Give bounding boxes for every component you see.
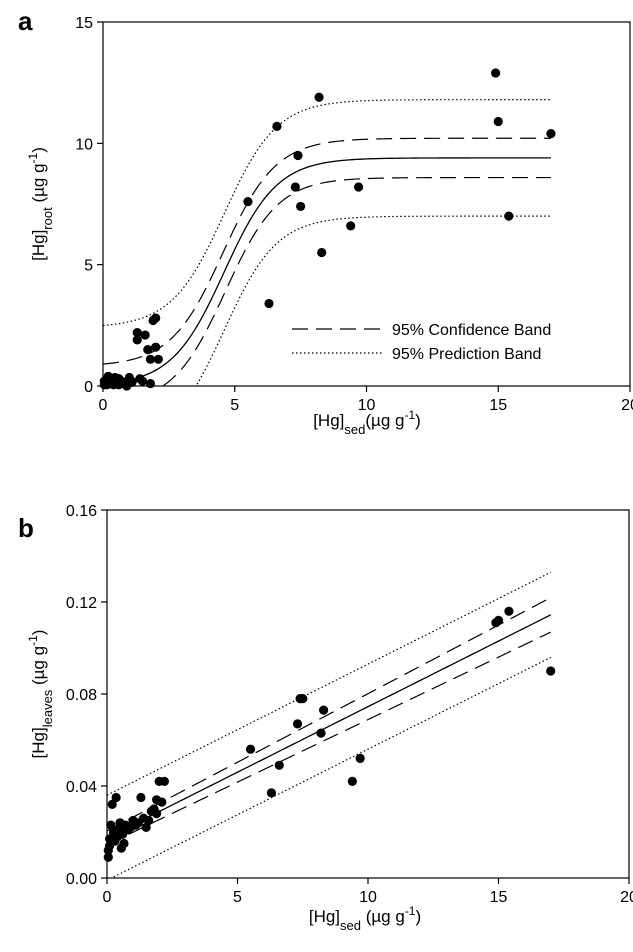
b-data-point (157, 797, 167, 807)
a-data-point (346, 221, 356, 231)
a-data-point (137, 376, 148, 386)
b-xtick-label: 10 (359, 889, 377, 906)
b-ytick-label: 0.16 (66, 503, 97, 520)
a-data-point (151, 313, 161, 323)
panel-b-label: b (18, 513, 34, 543)
b-data-point (159, 776, 170, 787)
b-data-point (546, 666, 556, 676)
panel-b-curves (106, 571, 551, 878)
b-xtick-label: 15 (490, 889, 508, 906)
a-data-point (145, 378, 156, 389)
panel-b-yticks: 0.00 0.04 0.08 0.12 0.16 (66, 503, 107, 888)
legend-confidence-label: 95% Confidence Band (392, 322, 551, 339)
b-xtick-label: 0 (103, 889, 112, 906)
b-prediction-upper (106, 571, 551, 796)
a-confidence-lower (163, 176, 551, 387)
b-data-point (319, 705, 329, 715)
b-data-point (355, 753, 365, 764)
panel-a-points (99, 68, 556, 391)
a-data-point (132, 335, 142, 345)
panel-b: b 0 5 10 15 20 0.00 0.04 0.08 0.12 0.16 [Hg]sed … (18, 503, 633, 933)
a-fit-line (102, 157, 551, 385)
b-confidence-upper (106, 597, 551, 832)
a-data-point (314, 92, 324, 102)
a-data-point (272, 121, 282, 131)
a-data-point (491, 68, 501, 78)
a-xtick-label: 20 (621, 397, 633, 414)
b-data-point (103, 852, 113, 862)
panel-a-label: a (18, 6, 33, 36)
a-ytick-label: 5 (84, 258, 93, 275)
b-data-point (111, 792, 121, 803)
a-data-point (153, 354, 163, 364)
legend-prediction-label: 95% Prediction Band (392, 346, 541, 363)
b-ytick-label: 0.00 (66, 871, 97, 888)
b-ytick-label: 0.12 (66, 595, 97, 612)
b-xtick-label: 5 (233, 889, 242, 906)
panel-a-curves (102, 99, 551, 387)
b-data-point (141, 822, 151, 833)
a-data-point (296, 201, 306, 212)
b-data-point (136, 792, 146, 803)
a-ytick-label: 10 (75, 136, 93, 153)
panel-a: a 0 5 10 15 20 0 5 10 15 [Hg]sed(µg g-1) [Hg]ro… (18, 6, 633, 437)
b-data-point (347, 776, 357, 787)
a-data-point (145, 354, 156, 364)
panel-b-points (103, 606, 556, 862)
b-data-point (144, 815, 154, 826)
a-ytick-label: 0 (84, 379, 93, 396)
a-data-point (546, 129, 556, 139)
b-data-point (316, 728, 326, 738)
b-data-point (504, 606, 514, 616)
a-data-point (151, 342, 161, 352)
b-xtick-label: 20 (620, 889, 633, 906)
a-data-point (143, 345, 153, 355)
a-xtick-label: 15 (489, 397, 507, 414)
a-data-point (290, 182, 300, 192)
a-data-point (493, 116, 503, 127)
panel-b-xticks: 0 5 10 15 20 (103, 878, 633, 906)
panel-a-xlabel: [Hg]sed(µg g-1) (313, 408, 421, 437)
a-prediction-upper (102, 99, 551, 327)
a-confidence-upper (102, 137, 551, 365)
b-data-point (274, 760, 284, 770)
b-data-point (292, 719, 303, 729)
b-data-point (493, 615, 504, 626)
a-xtick-label: 10 (358, 397, 376, 414)
a-data-point (114, 374, 124, 384)
a-data-point (127, 377, 137, 387)
a-data-point (132, 328, 142, 338)
b-data-point (119, 838, 129, 849)
b-data-point (266, 788, 277, 798)
a-data-point (353, 182, 364, 192)
b-confidence-lower (106, 631, 551, 846)
b-prediction-lower (113, 656, 551, 878)
b-data-point (245, 744, 256, 754)
panel-a-legend: 95% Confidence Band 95% Prediction Band (292, 322, 551, 363)
a-data-point (293, 150, 303, 161)
panel-b-ylabel: [Hg]leaves (µg g-1) (26, 630, 55, 759)
b-ytick-label: 0.04 (66, 779, 97, 796)
b-data-point (298, 694, 308, 704)
b-data-point (151, 809, 162, 819)
a-data-point (243, 196, 253, 207)
a-xtick-label: 5 (230, 397, 239, 414)
b-data-point (106, 820, 116, 830)
b-data-point (107, 799, 117, 810)
panel-b-xlabel: [Hg]sed (µg g-1) (309, 904, 421, 933)
a-xtick-label: 0 (99, 397, 108, 414)
a-data-point (264, 298, 274, 309)
a-data-point (317, 247, 327, 258)
a-ytick-label: 15 (75, 15, 93, 32)
panel-a-yticks: 0 5 10 15 (75, 15, 103, 396)
a-data-point (140, 330, 150, 340)
a-data-point (504, 211, 514, 221)
a-data-point (102, 380, 112, 390)
b-ytick-label: 0.08 (66, 687, 97, 704)
b-fit-line (106, 614, 551, 839)
panel-a-xticks: 0 5 10 15 20 (99, 386, 633, 414)
panel-a-ylabel: [Hg]root (µg g-1) (26, 147, 55, 261)
